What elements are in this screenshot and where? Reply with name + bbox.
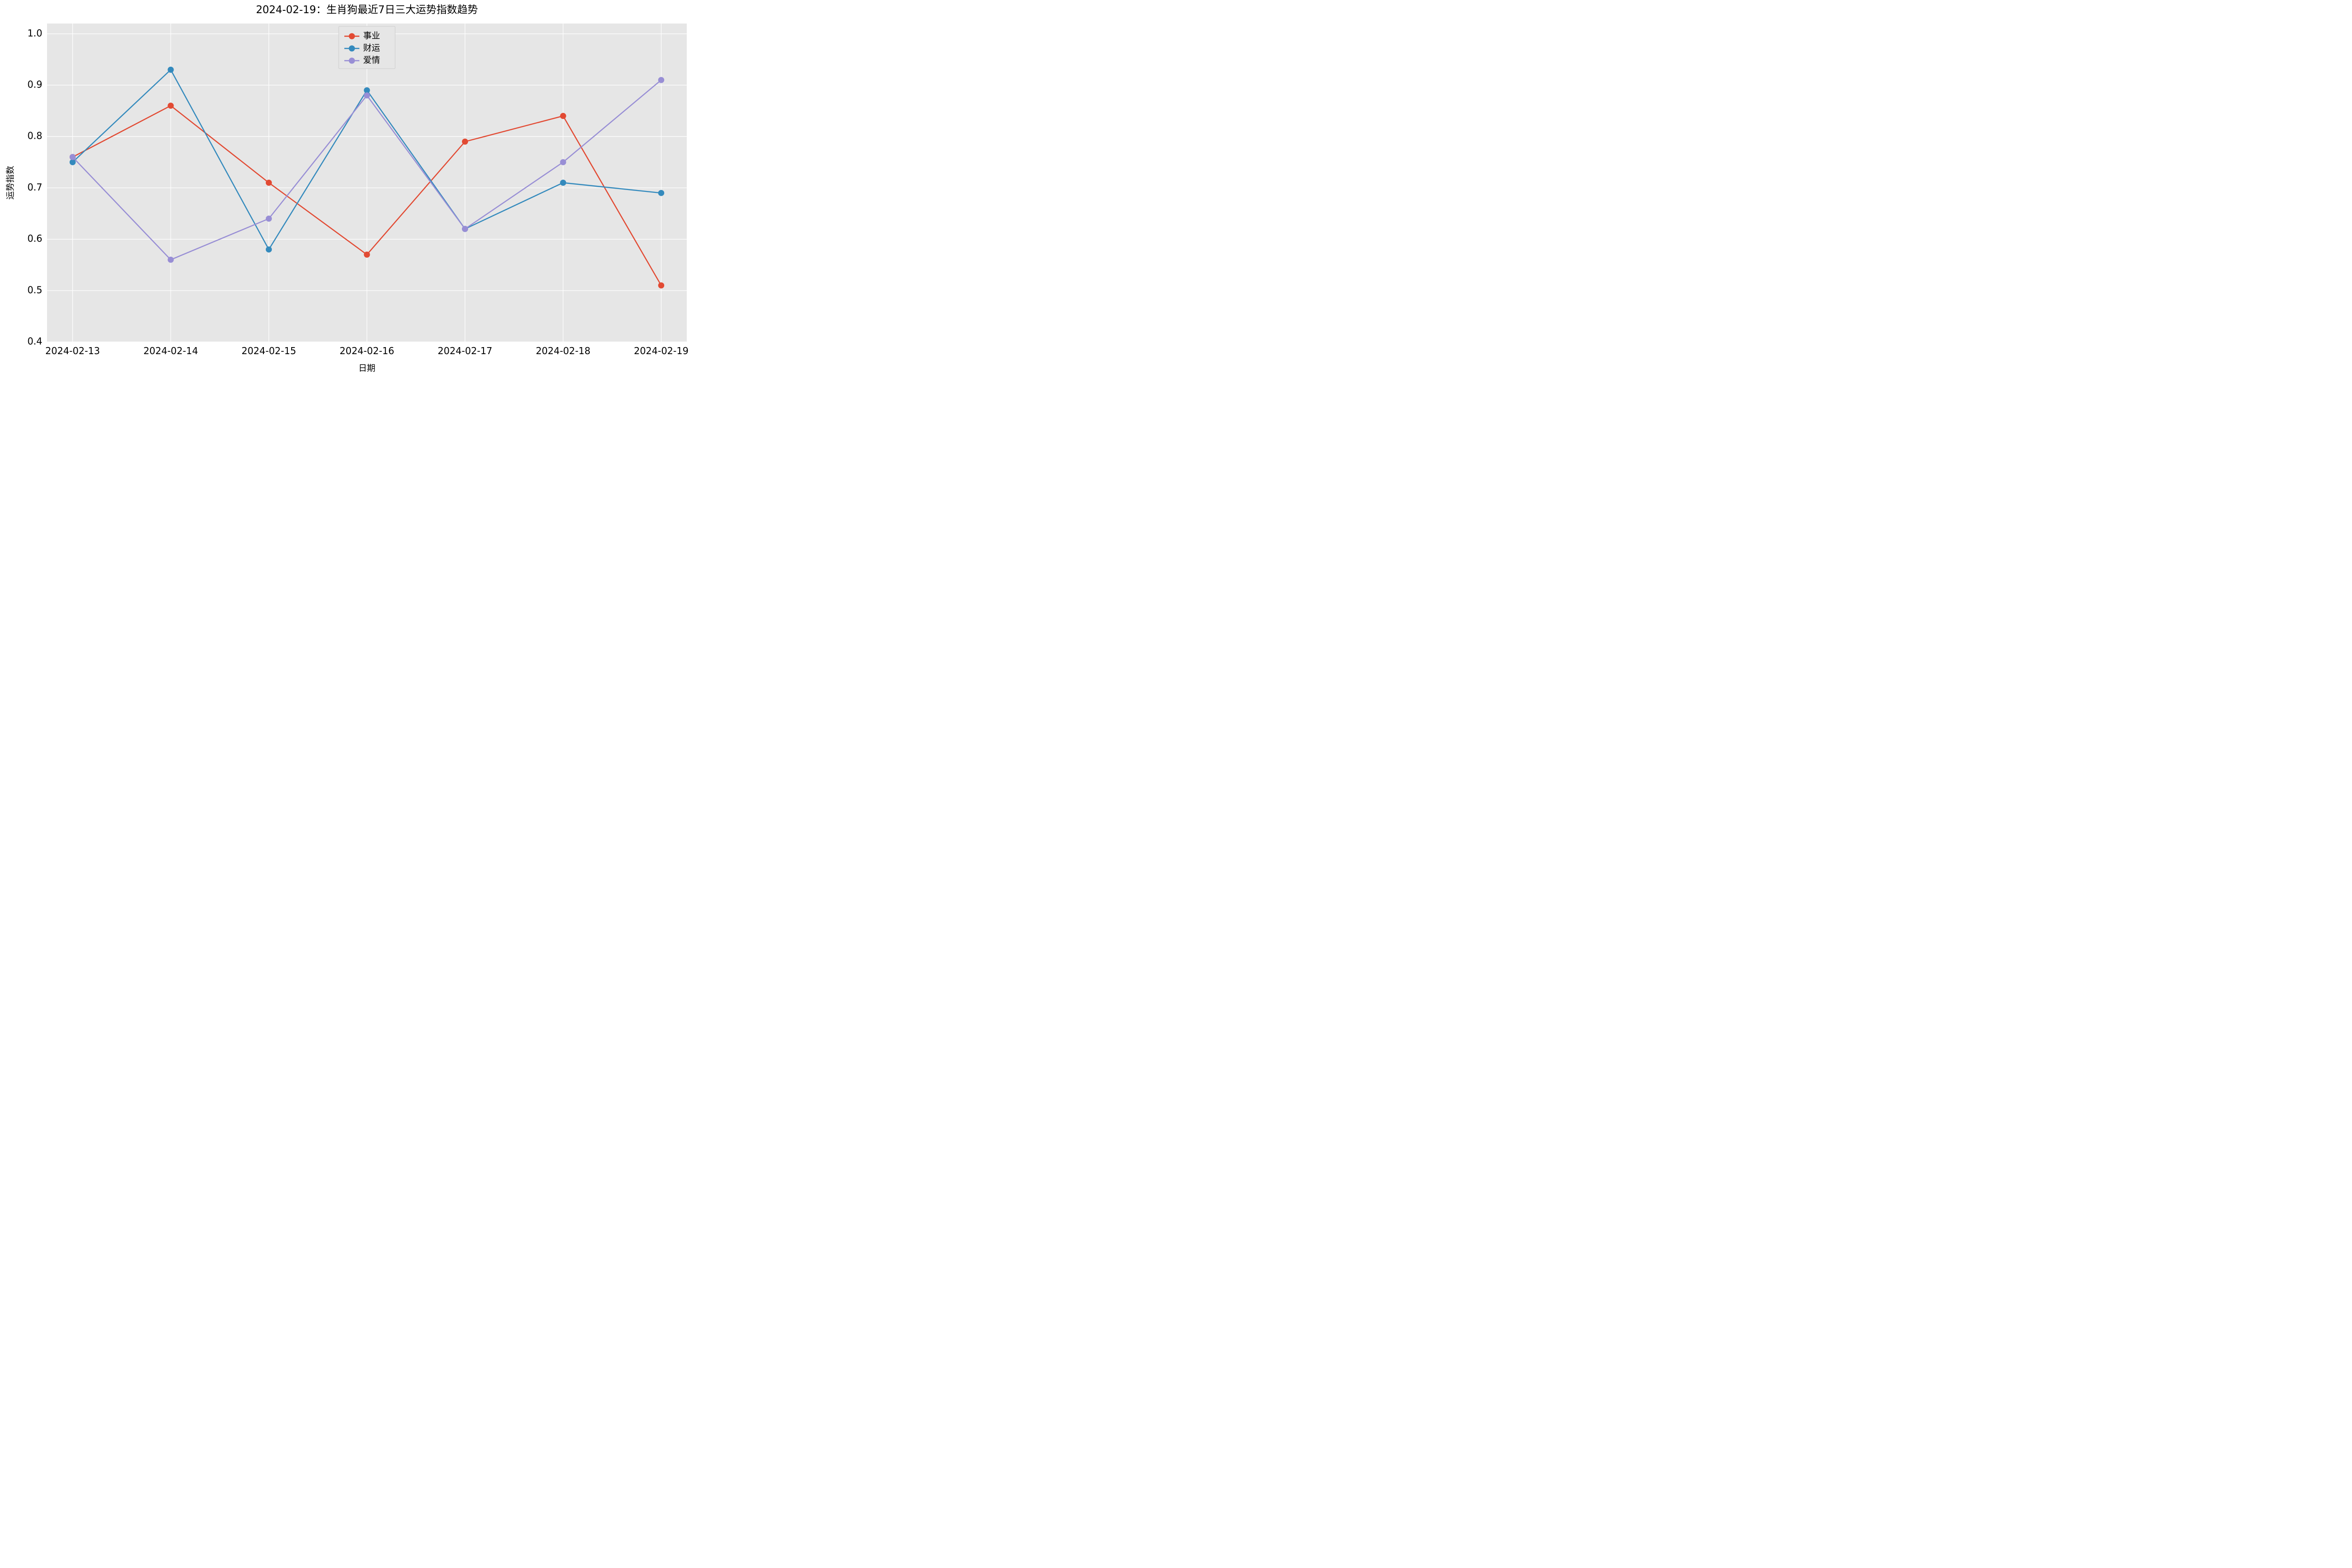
series-marker-0 (364, 252, 370, 257)
y-tick-label: 0.9 (27, 79, 42, 90)
series-marker-2 (266, 216, 271, 222)
legend-marker (349, 33, 355, 39)
y-axis-label: 运势指数 (6, 166, 16, 200)
legend-label: 事业 (363, 31, 380, 41)
legend-label: 财运 (363, 43, 380, 53)
series-marker-1 (659, 190, 664, 196)
series-marker-1 (560, 180, 566, 186)
series-marker-0 (266, 180, 271, 186)
chart-container: 0.4 0.5 0.6 0.7 0.8 0.9 1.0 2024-02-13 2024-02-1… (0, 0, 706, 380)
line-chart: 0.4 0.5 0.6 0.7 0.8 0.9 1.0 2024-02-13 2024-02-1… (0, 0, 706, 380)
x-tick-label: 2024-02-14 (143, 345, 198, 356)
series-marker-1 (168, 67, 174, 72)
y-tick-label: 1.0 (27, 27, 42, 39)
x-tick-label: 2024-02-19 (634, 345, 688, 356)
x-tick-label: 2024-02-15 (241, 345, 296, 356)
x-axis-label: 日期 (358, 364, 375, 373)
legend-label: 爱情 (363, 55, 380, 65)
y-tick-label: 0.8 (27, 130, 42, 142)
series-marker-0 (462, 139, 468, 144)
chart-title: 2024-02-19：生肖狗最近7日三大运势指数趋势 (256, 4, 478, 16)
series-marker-2 (462, 226, 468, 232)
y-tick-label: 0.5 (27, 284, 42, 295)
series-marker-1 (364, 87, 370, 93)
series-marker-1 (266, 246, 271, 252)
y-tick-label: 0.6 (27, 233, 42, 244)
x-tick-label: 2024-02-17 (437, 345, 492, 356)
series-marker-1 (70, 159, 75, 165)
series-marker-0 (659, 283, 664, 288)
x-tick-label: 2024-02-18 (536, 345, 590, 356)
series-marker-2 (364, 93, 370, 98)
series-marker-2 (70, 154, 75, 160)
y-tick-label: 0.7 (27, 182, 42, 193)
y-tick-label: 0.4 (27, 336, 42, 347)
x-tick-label: 2024-02-13 (45, 345, 100, 356)
series-marker-0 (560, 113, 566, 119)
legend-marker (349, 58, 355, 63)
legend: 事业财运爱情 (339, 26, 395, 69)
series-marker-2 (168, 257, 174, 262)
legend-marker (349, 46, 355, 51)
series-marker-2 (560, 159, 566, 165)
series-marker-2 (659, 77, 664, 83)
series-marker-0 (168, 103, 174, 109)
x-tick-label: 2024-02-16 (340, 345, 394, 356)
